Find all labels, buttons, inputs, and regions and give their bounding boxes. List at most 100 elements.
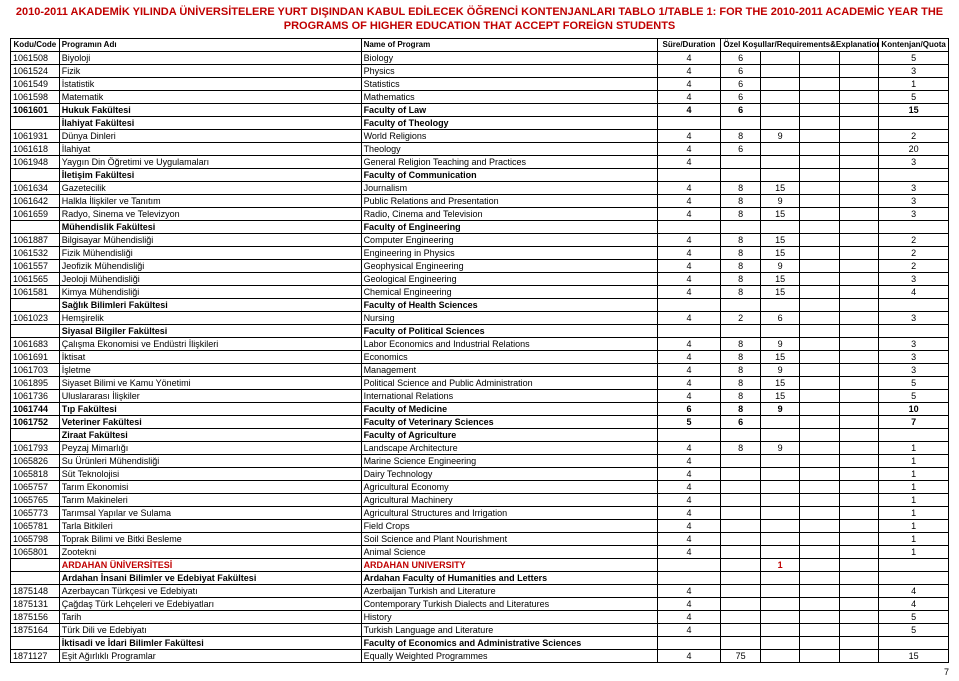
cell-name: Fizik Mühendisliği (59, 246, 361, 259)
cell-req: 9 (760, 129, 799, 142)
cell-req (800, 402, 839, 415)
cell-prog: Statistics (361, 77, 657, 90)
cell-req: 8 (721, 181, 760, 194)
cell-code: 1065781 (11, 519, 60, 532)
cell-code: 1065801 (11, 545, 60, 558)
cell-req (839, 402, 878, 415)
table-row: 1061508BiyolojiBiology465 (11, 51, 949, 64)
cell-code (11, 558, 60, 571)
table-row: 1875164Türk Dili ve EdebiyatıTurkish Lan… (11, 623, 949, 636)
cell-prog: Dairy Technology (361, 467, 657, 480)
cell-prog: Faculty of Engineering (361, 220, 657, 233)
cell-name: Su Ürünleri Mühendisliği (59, 454, 361, 467)
table-row: 1061581Kimya MühendisliğiChemical Engine… (11, 285, 949, 298)
cell-req (800, 493, 839, 506)
cell-prog: Geophysical Engineering (361, 259, 657, 272)
cell-quota: 1 (879, 77, 949, 90)
cell-prog: International Relations (361, 389, 657, 402)
cell-req (839, 636, 878, 649)
cell-req (721, 493, 760, 506)
cell-code: 1061549 (11, 77, 60, 90)
cell-req (760, 610, 799, 623)
cell-code (11, 571, 60, 584)
cell-name: Tıp Fakültesi (59, 402, 361, 415)
table-row: 1875131Çağdaş Türk Lehçeleri ve Edebiyat… (11, 597, 949, 610)
cell-name: Kimya Mühendisliği (59, 285, 361, 298)
header-duration: Süre/Duration (657, 38, 721, 51)
table-row: Mühendislik FakültesiFaculty of Engineer… (11, 220, 949, 233)
cell-prog: Physics (361, 64, 657, 77)
cell-req (839, 155, 878, 168)
cell-prog: Faculty of Economics and Administrative … (361, 636, 657, 649)
cell-req (721, 558, 760, 571)
cell-req (721, 610, 760, 623)
cell-req (760, 571, 799, 584)
cell-req: 1 (760, 558, 799, 571)
cell-name: ARDAHAN ÜNİVERSİTESİ (59, 558, 361, 571)
table-row: 1061549İstatistikStatistics461 (11, 77, 949, 90)
cell-req (760, 220, 799, 233)
cell-req: 8 (721, 194, 760, 207)
cell-req (800, 77, 839, 90)
cell-prog: Agricultural Economy (361, 480, 657, 493)
cell-req (839, 428, 878, 441)
cell-quota: 1 (879, 519, 949, 532)
cell-duration (657, 324, 721, 337)
cell-req (839, 233, 878, 246)
cell-duration: 4 (657, 454, 721, 467)
cell-quota: 2 (879, 259, 949, 272)
cell-quota (879, 116, 949, 129)
cell-prog: Chemical Engineering (361, 285, 657, 298)
cell-req (721, 467, 760, 480)
cell-prog: Faculty of Medicine (361, 402, 657, 415)
cell-prog: Marine Science Engineering (361, 454, 657, 467)
cell-duration: 4 (657, 610, 721, 623)
cell-req: 8 (721, 246, 760, 259)
cell-duration (657, 428, 721, 441)
cell-prog: Computer Engineering (361, 233, 657, 246)
cell-req (800, 51, 839, 64)
cell-req (760, 324, 799, 337)
cell-name: İktisadi ve İdari Bilimler Fakültesi (59, 636, 361, 649)
cell-prog: Faculty of Law (361, 103, 657, 116)
cell-duration: 4 (657, 376, 721, 389)
cell-req: 8 (721, 207, 760, 220)
cell-req (800, 311, 839, 324)
cell-quota (879, 298, 949, 311)
cell-req (800, 441, 839, 454)
cell-req: 6 (721, 103, 760, 116)
cell-req (839, 311, 878, 324)
cell-quota: 3 (879, 194, 949, 207)
cell-req (839, 350, 878, 363)
cell-req (760, 155, 799, 168)
cell-code: 1061565 (11, 272, 60, 285)
cell-req (839, 142, 878, 155)
table-row: 1061023HemşirelikNursing4263 (11, 311, 949, 324)
cell-req (721, 519, 760, 532)
table-row: 1061931Dünya DinleriWorld Religions4892 (11, 129, 949, 142)
cell-duration: 4 (657, 467, 721, 480)
cell-prog: Field Crops (361, 519, 657, 532)
cell-code: 1065826 (11, 454, 60, 467)
cell-req (839, 285, 878, 298)
cell-duration: 4 (657, 77, 721, 90)
cell-duration: 4 (657, 285, 721, 298)
cell-req: 15 (760, 389, 799, 402)
cell-req (721, 506, 760, 519)
cell-name: Siyaset Bilimi ve Kamu Yönetimi (59, 376, 361, 389)
cell-req (839, 116, 878, 129)
cell-req: 15 (760, 233, 799, 246)
cell-req (839, 363, 878, 376)
cell-req (760, 168, 799, 181)
cell-req (839, 480, 878, 493)
cell-quota: 3 (879, 155, 949, 168)
cell-req (760, 51, 799, 64)
cell-req (800, 623, 839, 636)
cell-name: Zootekni (59, 545, 361, 558)
cell-req: 6 (760, 311, 799, 324)
cell-name: Mühendislik Fakültesi (59, 220, 361, 233)
cell-code: 1061659 (11, 207, 60, 220)
table-row: 1065801ZootekniAnimal Science41 (11, 545, 949, 558)
cell-quota (879, 636, 949, 649)
cell-req (760, 90, 799, 103)
